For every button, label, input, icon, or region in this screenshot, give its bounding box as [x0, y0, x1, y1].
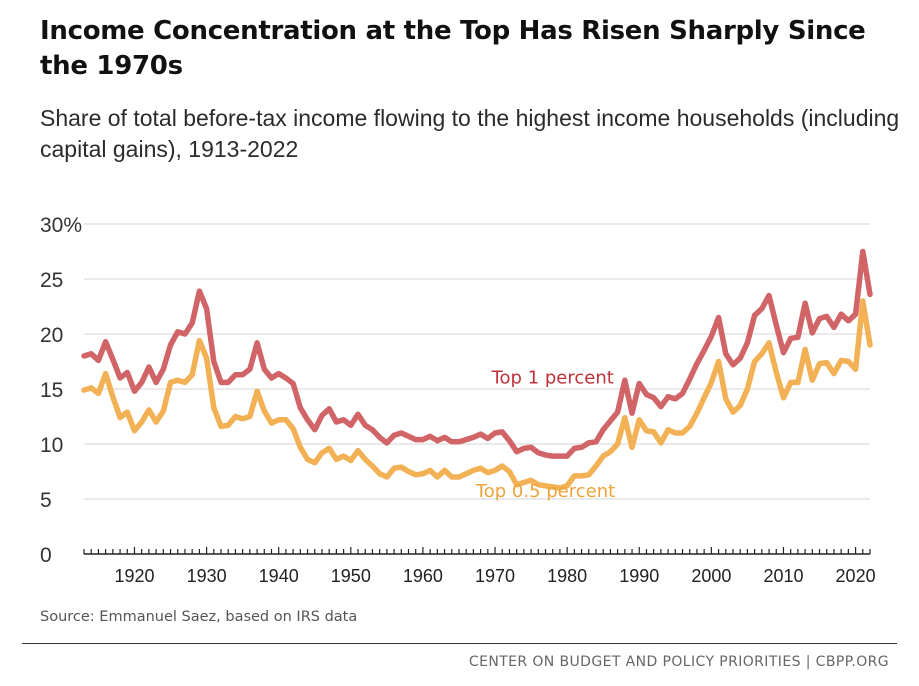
x-tick-label: 1920 — [114, 566, 154, 586]
y-tick-label: 15 — [40, 379, 63, 402]
x-tick-label: 2010 — [763, 566, 803, 586]
series-line-top-0-5-percent — [81, 298, 873, 491]
x-tick-label: 1980 — [547, 566, 587, 586]
series-labels: Top 1 percent Top 0.5 percent — [475, 368, 615, 502]
series-lines — [81, 248, 873, 491]
x-tick-label: 2020 — [836, 566, 876, 586]
y-tick-label: 5 — [40, 489, 52, 512]
source-note: Source: Emmanuel Saez, based on IRS data — [40, 609, 358, 625]
chart-title: Income Concentration at the Top Has Rise… — [40, 16, 866, 81]
gridlines — [84, 223, 870, 500]
x-tick-label: 1950 — [331, 566, 371, 586]
x-tick-label: 1990 — [619, 566, 659, 586]
x-axis-tick-labels: 1920 1930 1940 1950 1960 1970 1980 1990 2000 2010… — [114, 566, 875, 586]
x-tick-label: 1940 — [259, 566, 299, 586]
label-top-1-percent: Top 1 percent — [491, 368, 614, 389]
footer-divider — [22, 643, 897, 644]
y-tick-label: 30% — [40, 214, 82, 237]
x-axis — [83, 547, 871, 555]
y-tick-label: 25 — [40, 269, 63, 292]
x-tick-label: 1960 — [403, 566, 443, 586]
label-top-0-5-percent: Top 0.5 percent — [475, 481, 615, 502]
footer-credit: CENTER ON BUDGET AND POLICY PRIORITIES |… — [468, 654, 889, 670]
x-tick-label: 2000 — [691, 566, 731, 586]
series-line-top-1-percent — [81, 248, 873, 459]
x-tick-label: 1930 — [187, 566, 227, 586]
y-tick-label: 10 — [40, 434, 63, 457]
chart-subtitle: Share of total before-tax income flowing… — [40, 105, 900, 162]
y-axis-tick-labels: 0 5 10 15 20 25 30% — [40, 214, 82, 567]
x-tick-label: 1970 — [475, 566, 515, 586]
y-tick-label: 20 — [40, 324, 63, 347]
y-tick-label: 0 — [40, 544, 52, 567]
